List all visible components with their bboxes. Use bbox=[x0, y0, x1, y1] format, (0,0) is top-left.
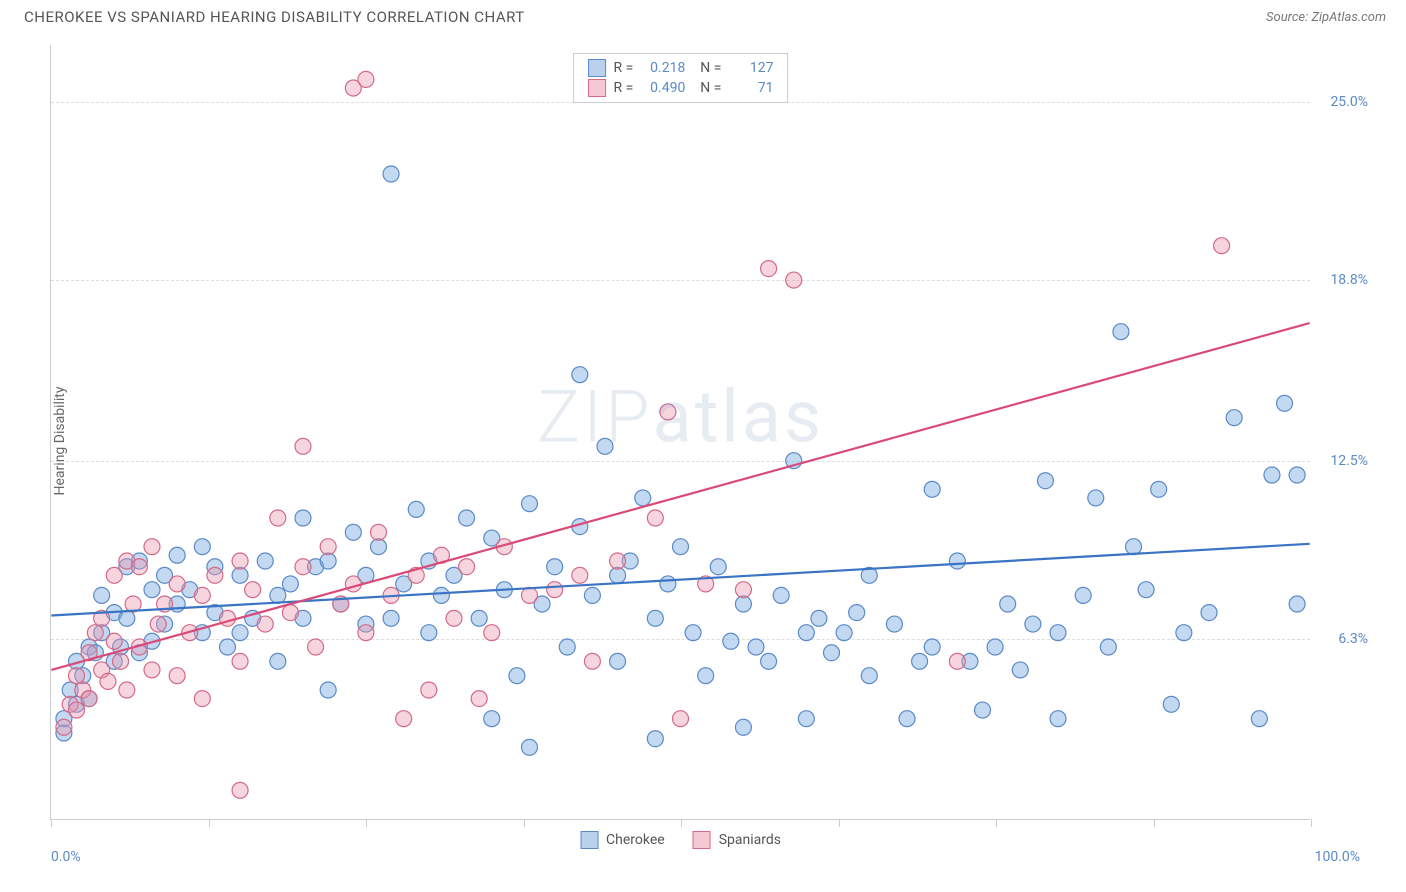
x-tick bbox=[524, 819, 525, 827]
x-tick bbox=[996, 819, 997, 827]
regression-lines bbox=[51, 45, 1310, 819]
r-value: 0.490 bbox=[641, 80, 685, 96]
regression-line bbox=[51, 544, 1309, 616]
x-tick bbox=[1311, 819, 1312, 827]
y-tick-label: 12.5% bbox=[1330, 453, 1368, 469]
plot-region: ZIPatlas 25.0%18.8%12.5%6.3% R = 0.218 N… bbox=[50, 45, 1310, 820]
x-tick bbox=[839, 819, 840, 827]
y-tick-label: 6.3% bbox=[1338, 631, 1368, 647]
y-tick-label: 18.8% bbox=[1330, 272, 1368, 288]
legend-swatch bbox=[588, 59, 606, 77]
x-min-label: 0.0% bbox=[51, 849, 81, 865]
x-tick bbox=[681, 819, 682, 827]
chart-title: CHEROKEE VS SPANIARD HEARING DISABILITY … bbox=[24, 8, 525, 26]
legend-stat-row: R = 0.218 N = 127 bbox=[588, 58, 774, 78]
legend-swatch bbox=[693, 831, 711, 849]
chart-area: Hearing Disability ZIPatlas 25.0%18.8%12… bbox=[50, 45, 1310, 820]
x-tick bbox=[209, 819, 210, 827]
legend-item: Spaniards bbox=[693, 831, 781, 849]
r-label: R = bbox=[614, 80, 634, 96]
chart-header: CHEROKEE VS SPANIARD HEARING DISABILITY … bbox=[0, 0, 1406, 30]
x-tick bbox=[51, 819, 52, 827]
x-tick bbox=[366, 819, 367, 827]
legend-stat-row: R = 0.490 N = 71 bbox=[588, 78, 774, 98]
y-tick-label: 25.0% bbox=[1330, 94, 1368, 110]
legend-stats: R = 0.218 N = 127 R = 0.490 N = 71 bbox=[573, 53, 789, 103]
chart-source: Source: ZipAtlas.com bbox=[1266, 10, 1386, 25]
r-label: R = bbox=[614, 60, 634, 76]
n-value: 127 bbox=[729, 60, 773, 76]
legend-swatch bbox=[580, 831, 598, 849]
n-label: N = bbox=[693, 60, 721, 76]
legend-label: Spaniards bbox=[719, 832, 781, 848]
legend-series: Cherokee Spaniards bbox=[580, 831, 781, 849]
x-max-label: 100.0% bbox=[1315, 849, 1360, 865]
n-value: 71 bbox=[729, 80, 773, 96]
r-value: 0.218 bbox=[641, 60, 685, 76]
legend-item: Cherokee bbox=[580, 831, 665, 849]
legend-swatch bbox=[588, 79, 606, 97]
regression-line bbox=[51, 323, 1309, 670]
x-tick bbox=[1154, 819, 1155, 827]
legend-label: Cherokee bbox=[606, 832, 665, 848]
n-label: N = bbox=[693, 80, 721, 96]
